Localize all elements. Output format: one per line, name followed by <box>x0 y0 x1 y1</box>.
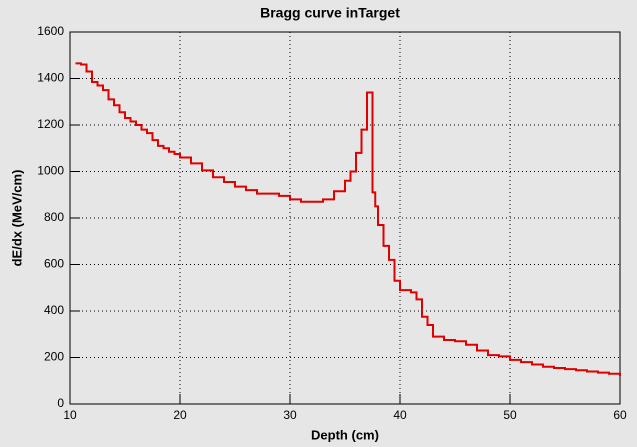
y-tick-label: 1200 <box>37 117 64 131</box>
y-tick-label: 1400 <box>37 71 64 85</box>
x-tick-label: 40 <box>393 408 407 422</box>
plot-frame <box>69 31 621 405</box>
y-tick-label: 200 <box>44 350 64 364</box>
x-tick-label: 50 <box>503 408 517 422</box>
data-line <box>75 62 621 377</box>
y-tick-label: 1600 <box>37 24 64 38</box>
x-tick-label: 10 <box>63 408 77 422</box>
y-axis-label: dE/dx (MeV/cm) <box>9 170 24 267</box>
x-axis-label: Depth (cm) <box>311 427 379 442</box>
x-tick-label: 60 <box>613 408 627 422</box>
y-tick-label: 1000 <box>37 164 64 178</box>
y-tick-label: 600 <box>44 257 64 271</box>
chart-title: Bragg curve inTarget <box>260 5 400 21</box>
x-tick-label: 30 <box>283 408 297 422</box>
y-tick-label: 400 <box>44 303 64 317</box>
x-tick-label: 20 <box>173 408 187 422</box>
y-tick-label: 800 <box>44 210 64 224</box>
y-tick-label: 0 <box>57 396 64 410</box>
